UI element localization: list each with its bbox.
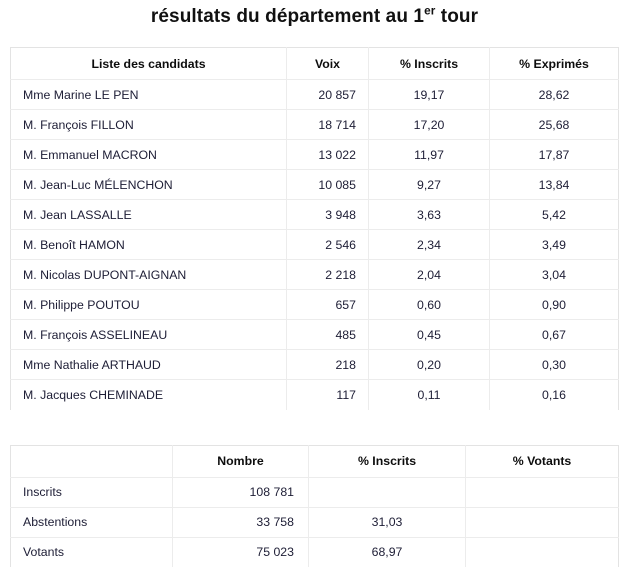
candidate-voix-cell: 485 (287, 320, 369, 350)
participation-label-cell: Inscrits (11, 477, 173, 507)
candidate-pct-exprimes-cell: 0,90 (490, 290, 619, 320)
candidate-pct-exprimes-cell: 25,68 (490, 110, 619, 140)
column-header-pct-votants: % Votants (466, 445, 619, 477)
candidate-name-cell: M. Jean-Luc MÉLENCHON (11, 170, 287, 200)
candidate-name-cell: M. Jean LASSALLE (11, 200, 287, 230)
candidate-pct-inscrits-cell: 0,20 (369, 350, 490, 380)
candidate-name-cell: M. François FILLON (11, 110, 287, 140)
column-header-candidates: Liste des candidats (11, 48, 287, 80)
participation-label-cell: Abstentions (11, 507, 173, 537)
candidate-pct-inscrits-cell: 0,45 (369, 320, 490, 350)
column-header-pct-inscrits: % Inscrits (369, 48, 490, 80)
participation-table-header: Nombre % Inscrits % Votants (11, 445, 619, 477)
candidate-voix-cell: 10 085 (287, 170, 369, 200)
candidate-pct-exprimes-cell: 28,62 (490, 80, 619, 110)
candidate-voix-cell: 20 857 (287, 80, 369, 110)
candidate-pct-exprimes-cell: 0,30 (490, 350, 619, 380)
candidate-pct-exprimes-cell: 5,42 (490, 200, 619, 230)
candidate-voix-cell: 117 (287, 380, 369, 410)
candidate-name-cell: Mme Nathalie ARTHAUD (11, 350, 287, 380)
candidate-name-cell: Mme Marine LE PEN (11, 80, 287, 110)
candidate-pct-inscrits-cell: 17,20 (369, 110, 490, 140)
participation-pct-inscrits-cell: 68,97 (309, 537, 466, 567)
candidate-pct-exprimes-cell: 0,16 (490, 380, 619, 410)
candidate-pct-exprimes-cell: 17,87 (490, 140, 619, 170)
candidate-pct-inscrits-cell: 0,60 (369, 290, 490, 320)
candidate-pct-inscrits-cell: 11,97 (369, 140, 490, 170)
candidate-voix-cell: 18 714 (287, 110, 369, 140)
candidate-name-cell: M. Emmanuel MACRON (11, 140, 287, 170)
candidate-pct-exprimes-cell: 0,67 (490, 320, 619, 350)
column-header-nombre: Nombre (173, 445, 309, 477)
candidate-pct-inscrits-cell: 19,17 (369, 80, 490, 110)
column-header-voix: Voix (287, 48, 369, 80)
candidate-name-cell: M. Jacques CHEMINADE (11, 380, 287, 410)
candidate-voix-cell: 657 (287, 290, 369, 320)
participation-pct-inscrits-cell (309, 477, 466, 507)
page-title-superscript: er (424, 5, 435, 18)
candidate-pct-inscrits-cell: 3,63 (369, 200, 490, 230)
table-header-row: Nombre % Inscrits % Votants (11, 445, 619, 477)
candidate-name-cell: M. François ASSELINEAU (11, 320, 287, 350)
participation-pct-votants-cell (466, 537, 619, 567)
table-spacer (0, 410, 629, 445)
candidate-pct-inscrits-cell: 0,11 (369, 380, 490, 410)
candidate-name-cell: M. Philippe POUTOU (11, 290, 287, 320)
candidate-pct-inscrits-cell: 9,27 (369, 170, 490, 200)
candidates-table-header: Liste des candidats Voix % Inscrits % Ex… (11, 48, 619, 80)
candidate-voix-cell: 2 546 (287, 230, 369, 260)
candidate-pct-exprimes-cell: 3,49 (490, 230, 619, 260)
candidate-voix-cell: 218 (287, 350, 369, 380)
column-header-participation-pct-inscrits: % Inscrits (309, 445, 466, 477)
candidate-pct-inscrits-cell: 2,34 (369, 230, 490, 260)
candidate-pct-exprimes-cell: 13,84 (490, 170, 619, 200)
page-title: résultats du département au 1er tour (0, 0, 629, 29)
column-header-participation-label (11, 445, 173, 477)
candidate-pct-exprimes-cell: 3,04 (490, 260, 619, 290)
candidate-name-cell: M. Benoît HAMON (11, 230, 287, 260)
candidate-name-cell: M. Nicolas DUPONT-AIGNAN (11, 260, 287, 290)
participation-nombre-cell: 108 781 (173, 477, 309, 507)
participation-pct-inscrits-cell: 31,03 (309, 507, 466, 537)
page-title-prefix: résultats du département au 1 (151, 6, 424, 27)
participation-nombre-cell: 75 023 (173, 537, 309, 567)
column-header-pct-exprimes: % Exprimés (490, 48, 619, 80)
candidate-pct-inscrits-cell: 2,04 (369, 260, 490, 290)
participation-nombre-cell: 33 758 (173, 507, 309, 537)
participation-pct-votants-cell (466, 507, 619, 537)
candidate-voix-cell: 3 948 (287, 200, 369, 230)
participation-pct-votants-cell (466, 477, 619, 507)
page-title-suffix: tour (435, 6, 478, 27)
table-header-row: Liste des candidats Voix % Inscrits % Ex… (11, 48, 619, 80)
candidate-voix-cell: 2 218 (287, 260, 369, 290)
participation-label-cell: Votants (11, 537, 173, 567)
candidates-results-table: Liste des candidats Voix % Inscrits % Ex… (10, 47, 619, 410)
candidate-voix-cell: 13 022 (287, 140, 369, 170)
